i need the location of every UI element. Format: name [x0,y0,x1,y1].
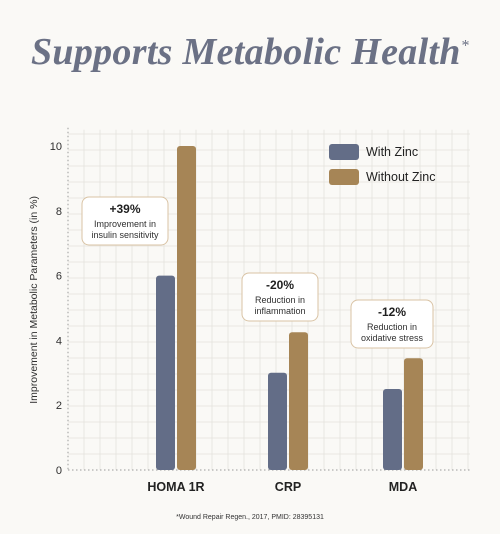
annotation-value: -12% [378,305,406,319]
bar-without-zinc [404,358,423,470]
y-axis-label: Improvement in Metabolic Parameters (in … [28,196,40,404]
annotation-text: inflammation [254,306,305,316]
title-text: Supports Metabolic Health [30,31,461,73]
annotation-text: Improvement in [94,219,156,229]
annotation-text: oxidative stress [361,333,424,343]
legend-label: Without Zinc [366,170,435,184]
y-tick-label: 10 [50,141,62,153]
y-tick-label: 8 [56,206,62,218]
annotation-text: Reduction in [367,322,417,332]
title-footnote-mark: * [460,37,470,55]
annotation-value: -20% [266,278,294,292]
footnote: *Wound Repair Regen., 2017, PMID: 283951… [176,514,324,521]
x-tick-label: MDA [389,480,417,494]
page-title: Supports Metabolic Health* [0,30,500,74]
annotation-value: +39% [109,202,140,216]
legend-swatch [329,169,359,185]
annotation-text: Reduction in [255,295,305,305]
x-tick-label: CRP [275,480,301,494]
bar-with-zinc [156,275,175,470]
annotation-box [241,272,319,322]
annotation-box [81,196,169,246]
bar-without-zinc [289,332,308,470]
legend-label: With Zinc [366,145,418,159]
x-tick-label: HOMA 1R [147,480,204,494]
annotation-box [350,299,434,349]
y-tick-label: 4 [56,335,62,347]
bar-with-zinc [268,372,287,470]
bar-without-zinc [177,146,196,470]
bar-with-zinc [383,389,402,470]
y-tick-label: 6 [56,271,62,283]
annotation-text: insulin sensitivity [91,230,159,240]
legend-swatch [329,144,359,160]
y-tick-label: 0 [56,465,62,477]
y-tick-label: 2 [56,400,62,412]
